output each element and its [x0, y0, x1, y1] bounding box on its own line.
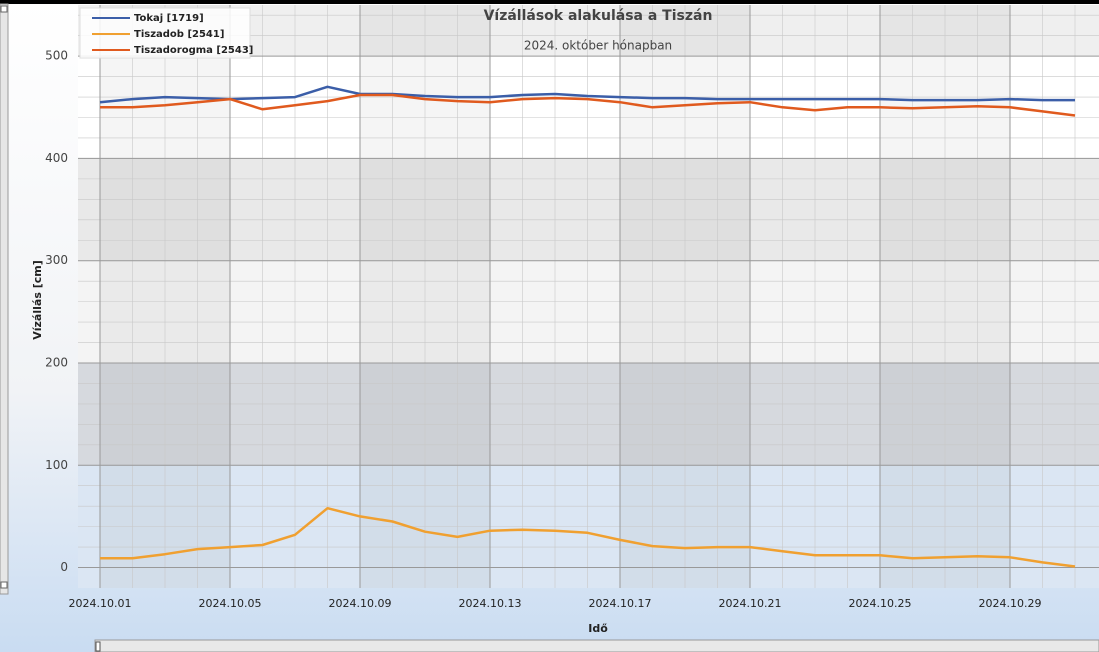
- band: [78, 260, 1099, 363]
- legend-label: Tiszadob [2541]: [134, 29, 224, 40]
- series-line: [99, 85, 1075, 104]
- side-handle[interactable]: [0, 5, 8, 13]
- band: [78, 362, 1099, 466]
- x-tick-label: 2024.10.13: [459, 597, 522, 610]
- x-tick-label: 2024.10.21: [719, 597, 782, 610]
- x-tick-label: 2024.10.01: [69, 597, 132, 610]
- y-tick-label: 300: [45, 253, 68, 267]
- side-handle[interactable]: [0, 581, 8, 589]
- y-axis-label: Vízállás [cm]: [31, 260, 44, 340]
- plot-background: [78, 5, 1099, 588]
- x-tick-label: 2024.10.17: [589, 597, 652, 610]
- x-axis-label: Idő: [588, 622, 608, 635]
- side-bar: [0, 3, 9, 595]
- legend-label: Tiszadorogma [2543]: [134, 45, 253, 56]
- x-tick-label: 2024.10.25: [849, 597, 912, 610]
- scrollbar[interactable]: [94, 639, 1099, 652]
- y-tick-label: 500: [45, 49, 68, 63]
- legend: Tokaj [1719] Tiszadob [2541] Tiszadorogma …: [79, 7, 253, 59]
- x-tick-label: 2024.10.29: [979, 597, 1042, 610]
- legend-label: Tokaj [1719]: [134, 13, 204, 24]
- scroll-thumb[interactable]: [95, 641, 101, 652]
- y-tick-label: 400: [45, 151, 68, 165]
- x-tick-label: 2024.10.05: [199, 597, 262, 610]
- series-line: [100, 93, 1076, 117]
- y-tick-label: 0: [60, 560, 68, 574]
- y-tick-label: 100: [45, 458, 68, 472]
- lines: [99, 85, 1076, 568]
- chart-subtitle: 2024. október hónapban: [524, 39, 672, 53]
- series-line: [100, 506, 1076, 568]
- y-tick-label: 200: [45, 355, 68, 369]
- band: [78, 158, 1099, 261]
- x-tick-label: 2024.10.09: [329, 597, 392, 610]
- top-border: [0, 0, 1099, 4]
- chart-title: Vízállások alakulása a Tiszán: [484, 8, 713, 24]
